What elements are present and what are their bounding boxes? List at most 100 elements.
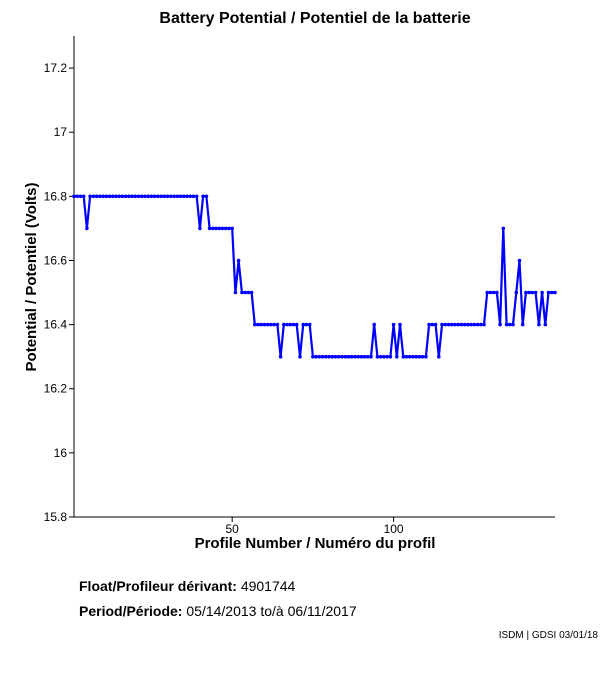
data-point [253,322,257,327]
data-point [420,354,425,359]
data-point [385,354,389,359]
data-point [143,194,147,199]
data-point [282,322,286,327]
data-point [304,322,309,327]
y-tick-label: 17.2 [44,61,68,75]
float-info: Float/Profileur dérivant: 4901744 [79,578,295,594]
data-point [314,354,318,359]
data-point [294,322,299,327]
data-point [240,290,244,295]
data-point [430,322,435,327]
data-point [317,354,322,359]
data-point [185,194,189,199]
data-point [537,322,541,327]
period-separator: to/à [260,603,284,619]
data-point [204,194,209,199]
data-point [127,194,131,199]
data-point [520,322,525,327]
data-point [172,194,176,199]
data-point [207,226,212,231]
y-axis-label: Potential / Potentiel (Volts) [23,183,40,372]
y-tick-label: 16.4 [44,318,68,332]
data-point [401,354,406,359]
data-point [246,290,251,295]
data-point [330,354,335,359]
data-point [269,322,273,327]
data-point [156,194,160,199]
data-point [504,322,509,327]
data-point [146,194,150,199]
data-point [285,322,289,327]
data-point [178,194,183,199]
data-point [91,194,96,199]
data-point [152,194,157,199]
data-point [491,290,496,295]
data-point [378,354,383,359]
data-point [453,322,457,327]
data-point [140,194,144,199]
data-point [469,322,473,327]
data-point [524,290,528,295]
x-axis-label: Profile Number / Numéro du profil [195,535,436,552]
data-point [443,322,448,327]
data-point [375,354,380,359]
data-point [349,354,354,359]
data-point [133,194,138,199]
float-label: Float/Profileur dérivant: [79,578,237,594]
data-point [307,322,312,327]
data-point [336,354,341,359]
data-point [136,194,141,199]
data-point [101,194,105,199]
data-point [123,194,128,199]
data-point [214,226,218,231]
data-point [414,354,419,359]
data-point [382,354,386,359]
data-point [98,194,102,199]
data-point [182,194,186,199]
data-point [546,290,551,295]
series-line [74,195,555,358]
data-point [162,194,167,199]
data-point [188,194,192,199]
y-tick-label: 16.8 [44,189,68,203]
data-point [508,322,512,327]
data-point [527,290,531,295]
data-point [320,354,325,359]
x-tick-label: 50 [226,522,240,536]
data-point [333,354,338,359]
data-point [149,194,154,199]
data-point [482,322,486,327]
data-point [298,354,302,359]
credit-text: ISDM | GDSI 03/01/18 [498,630,598,641]
data-point [472,322,477,327]
y-tick-label: 17 [54,125,68,139]
data-point [456,322,461,327]
data-point [262,322,267,327]
data-point [78,194,83,199]
data-point [495,290,499,295]
data-point [324,354,328,359]
data-point [227,226,231,231]
data-point [407,354,412,359]
data-point [540,290,544,295]
data-point [466,322,470,327]
data-point [485,290,490,295]
data-point [301,322,306,327]
data-point [75,194,79,199]
data-point [236,258,241,263]
y-tick-label: 16.2 [44,382,68,396]
data-point [498,322,502,327]
period-info: Period/Période: 05/14/2013 to/à 06/11/20… [79,603,357,619]
data-point [201,194,205,199]
data-point [404,354,409,359]
data-point [175,194,180,199]
y-tick-label: 16.6 [44,253,68,267]
data-point [356,354,360,359]
data-point [449,322,454,327]
data-point [243,290,247,295]
data-point [165,194,170,199]
data-point [391,322,396,327]
data-point [372,322,377,327]
data-point [440,322,444,327]
data-point [533,290,538,295]
